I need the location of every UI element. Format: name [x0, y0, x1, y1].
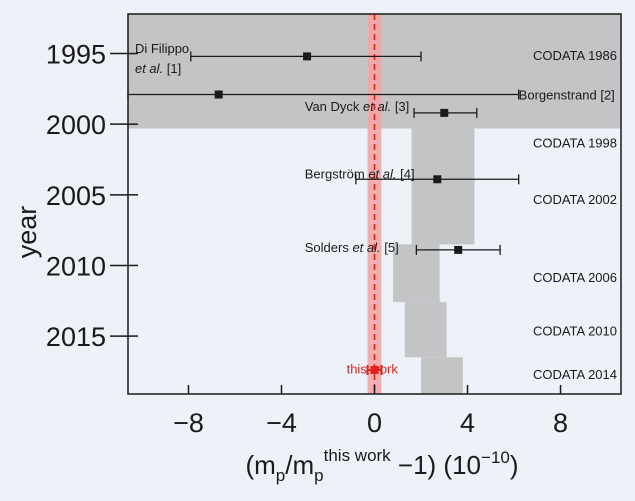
measurement-label-italic: et al. [352, 240, 380, 255]
measurement-label-text: Van Dyck [305, 99, 363, 114]
measurement-label-ref: [3] [391, 99, 409, 114]
codata-band-2 [411, 128, 475, 245]
measurement-label-text: Bergström [305, 167, 369, 182]
measurement-label-4: Solders et al. [5] [305, 240, 399, 255]
y-tick-label-4: 2015 [46, 322, 106, 352]
codata-label-5: CODATA 2014 [533, 367, 617, 382]
measurement-label-5: this work [347, 362, 399, 377]
x-tick-label-1: −4 [266, 408, 297, 438]
y-tick-label-3: 2010 [46, 251, 106, 281]
data-point-0 [303, 52, 312, 61]
measurement-label-text: Di Filippo [135, 41, 189, 56]
data-point-1 [214, 90, 223, 99]
x-tick-label-4: 8 [553, 408, 568, 438]
x-tick-label-0: −8 [173, 408, 204, 438]
measurement-label-text: this work [347, 362, 399, 377]
measurement-label-text: Solders [305, 240, 353, 255]
x-axis-label-part: (m [245, 450, 275, 480]
y-tick-label-2: 2005 [46, 181, 106, 211]
codata-label-0: CODATA 1986 [533, 48, 617, 63]
measurement-label-2: Van Dyck et al. [3] [305, 99, 410, 114]
measurement-label-italic: et al. [368, 167, 396, 182]
x-axis-label-superscript: −10 [481, 448, 510, 467]
measurement-label-0: Di Filippo [135, 41, 189, 56]
measurement-label-italic: et al. [135, 61, 163, 76]
data-point-5 [370, 365, 379, 374]
measurement-label-text: Borgenstrand [2] [519, 88, 615, 103]
codata-label-2: CODATA 2002 [533, 192, 617, 207]
x-tick-label-3: 4 [460, 408, 475, 438]
x-axis-label-part: /m [285, 450, 314, 480]
codata-label-1: CODATA 1998 [533, 136, 617, 151]
measurement-label-1: Borgenstrand [2] [519, 88, 615, 103]
measurement-label-italic: et al. [363, 99, 391, 114]
x-axis-label-part: ) [510, 450, 519, 480]
data-point-3 [433, 175, 442, 184]
x-axis-label: (mp/mpthis work −1) (10−10) [245, 446, 518, 485]
data-point-4 [454, 245, 463, 254]
codata-band-4 [404, 302, 447, 358]
x-axis-label-subscript: p [276, 466, 285, 485]
y-tick-label-1: 2000 [46, 110, 106, 140]
codata-label-4: CODATA 2010 [533, 323, 617, 338]
x-axis-label-superscript: this work [324, 446, 392, 465]
x-axis-label-part: −1) (10 [391, 450, 481, 480]
measurement-label-ref: [5] [381, 240, 399, 255]
measurement-label-3: Bergström et al. [4] [305, 167, 415, 182]
x-tick-label-2: 0 [367, 408, 382, 438]
measurement-label-ref: [1] [163, 61, 181, 76]
x-axis-label-subscript: p [314, 466, 323, 485]
data-point-2 [440, 108, 449, 117]
measurement-label-line2-0: et al. [1] [135, 61, 181, 76]
y-tick-label-0: 1995 [46, 40, 106, 70]
y-axis-label: year [12, 206, 42, 259]
codata-label-3: CODATA 2006 [533, 270, 617, 285]
measurement-label-ref: [4] [397, 167, 415, 182]
codata-band-5 [421, 357, 463, 394]
